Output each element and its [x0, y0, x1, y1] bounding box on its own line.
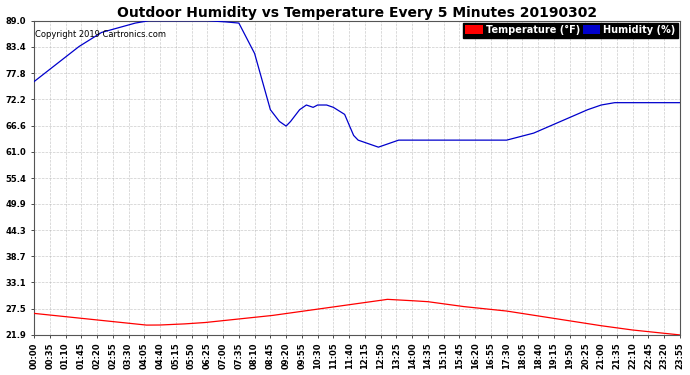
Title: Outdoor Humidity vs Temperature Every 5 Minutes 20190302: Outdoor Humidity vs Temperature Every 5 …	[117, 6, 597, 20]
Legend: Temperature (°F), Humidity (%): Temperature (°F), Humidity (%)	[463, 22, 678, 38]
Text: Copyright 2019 Cartronics.com: Copyright 2019 Cartronics.com	[34, 30, 166, 39]
